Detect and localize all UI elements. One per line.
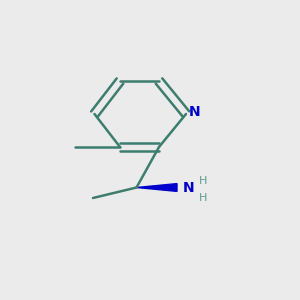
Text: N: N	[183, 181, 194, 194]
Text: H: H	[199, 193, 207, 203]
Text: N: N	[189, 106, 201, 119]
Polygon shape	[136, 184, 177, 191]
Text: H: H	[199, 176, 207, 186]
